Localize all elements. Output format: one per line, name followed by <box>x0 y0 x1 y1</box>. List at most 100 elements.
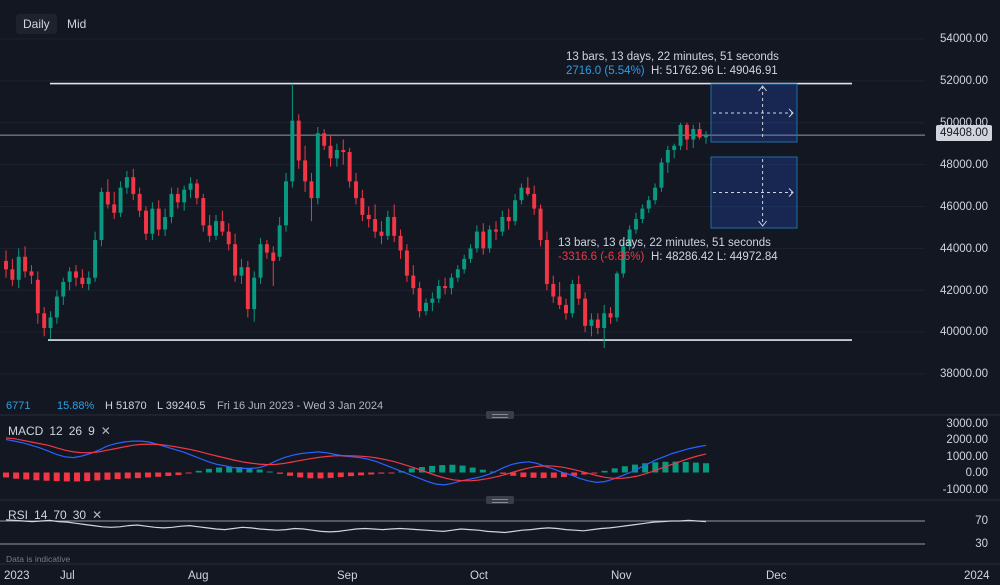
stats-high: H 51870 <box>105 400 147 412</box>
macd-histogram-bar <box>500 472 507 474</box>
rsi-param-lower: 30 <box>72 508 87 522</box>
range-tooltip-bottom-duration: 13 bars, 13 days, 22 minutes, 51 seconds <box>558 237 771 249</box>
macd-param-fast: 12 <box>49 424 63 438</box>
price-axis-label: 46000.00 <box>940 201 988 213</box>
price-axis-label: 40000.00 <box>940 326 988 338</box>
candle-body <box>10 269 15 280</box>
candle-body <box>347 152 352 182</box>
time-axis-label: Aug <box>188 570 209 582</box>
candle-body <box>634 219 638 230</box>
time-axis-label: Nov <box>611 570 632 582</box>
macd-histogram-bar <box>256 469 263 473</box>
macd-histogram-bar <box>347 472 354 477</box>
candle-body <box>194 183 199 199</box>
macd-histogram-bar <box>418 467 425 473</box>
candle-body <box>646 200 651 209</box>
candle-body <box>233 244 238 276</box>
candle-body <box>284 181 288 226</box>
close-icon[interactable]: ✕ <box>92 508 103 522</box>
macd-histogram-bar <box>449 464 456 473</box>
candle-body <box>653 187 658 201</box>
close-icon[interactable]: ✕ <box>100 424 111 438</box>
macd-histogram-bar <box>165 472 172 476</box>
macd-histogram-bar <box>337 472 344 478</box>
candle-body <box>112 204 117 213</box>
macd-histogram-bar <box>104 472 111 480</box>
macd-histogram-bar <box>236 467 243 473</box>
candle-body <box>271 252 276 261</box>
candle-body <box>583 298 588 326</box>
candle-body <box>214 221 218 236</box>
macd-histogram-bar <box>560 472 567 477</box>
interval-daily-button[interactable]: Daily <box>16 14 57 34</box>
pane-resize-handle[interactable] <box>486 496 514 504</box>
price-range-tools[interactable] <box>710 83 798 229</box>
macd-histogram-bar <box>145 472 152 478</box>
macd-histogram-bar <box>672 461 679 473</box>
time-axis-label: 2023 <box>4 570 30 582</box>
candle-body <box>48 317 53 328</box>
range-tooltip-top-duration: 13 bars, 13 days, 22 minutes, 51 seconds <box>566 51 779 63</box>
candle-body <box>4 260 8 270</box>
macd-histogram-bar <box>43 472 50 481</box>
candle-body <box>315 133 320 199</box>
candle-body <box>309 181 314 199</box>
macd-axis-label: 1000.00 <box>946 451 988 463</box>
candle-body <box>252 277 257 310</box>
macd-histogram-bar <box>358 472 365 476</box>
candle-body <box>614 273 619 318</box>
macd-histogram-bar <box>611 468 618 473</box>
price-axis-label: 42000.00 <box>940 285 988 297</box>
candle-body <box>201 198 206 226</box>
macd-histogram-bar <box>388 472 395 474</box>
rsi-legend[interactable]: RSI 14 70 30 ✕ <box>8 508 108 522</box>
price-axis-label: 38000.00 <box>940 368 988 380</box>
price-mid-button[interactable]: Mid <box>67 17 87 31</box>
macd-histogram-bar <box>692 462 699 473</box>
macd-name: MACD <box>8 424 44 438</box>
candle-body <box>411 275 416 289</box>
candle-body <box>513 200 518 222</box>
candle-body <box>150 208 155 234</box>
candle-body <box>341 149 346 153</box>
candle-body <box>328 145 333 159</box>
candle-body <box>436 286 441 299</box>
candle-body <box>443 286 448 289</box>
candle-body <box>570 283 575 314</box>
range-tooltip-bottom-hl: H: 48286.42 L: 44972.84 <box>651 251 778 263</box>
candle-body <box>525 187 530 194</box>
macd-axis-label: 3000.00 <box>946 418 988 430</box>
macd-histogram-bar <box>53 472 60 482</box>
candle-body <box>29 271 34 276</box>
candle-body <box>296 120 301 161</box>
candle-body <box>156 208 161 230</box>
pane-resize-handle[interactable] <box>486 411 514 419</box>
macd-histogram-bar <box>84 472 91 482</box>
candle-body <box>137 193 142 211</box>
macd-histogram-bar <box>23 472 30 480</box>
candle-body <box>544 240 549 284</box>
macd-histogram-bar <box>276 472 283 474</box>
candle-body <box>80 277 85 284</box>
candle-body <box>589 319 594 326</box>
candle-body <box>455 269 460 278</box>
price-axis-label: 52000.00 <box>940 75 988 87</box>
macd-histogram-bar <box>94 472 101 481</box>
macd-histogram-bar <box>510 472 517 476</box>
macd-histogram-bar <box>642 463 649 473</box>
data-disclaimer: Data is indicative <box>6 554 71 564</box>
macd-param-slow: 26 <box>68 424 83 438</box>
macd-legend[interactable]: MACD 12 26 9 ✕ <box>8 424 117 438</box>
macd-histogram-bar <box>327 472 334 478</box>
candle-body <box>239 267 244 276</box>
candle-body <box>678 124 683 146</box>
stats-value: 6771 <box>6 400 31 412</box>
time-axis-label: Sep <box>337 570 358 582</box>
macd-histogram-bar <box>459 465 466 473</box>
candle-body <box>354 181 358 199</box>
candle-body <box>124 177 129 188</box>
candle-body <box>532 193 537 209</box>
candle-body <box>61 281 66 297</box>
candle-body <box>169 193 174 217</box>
